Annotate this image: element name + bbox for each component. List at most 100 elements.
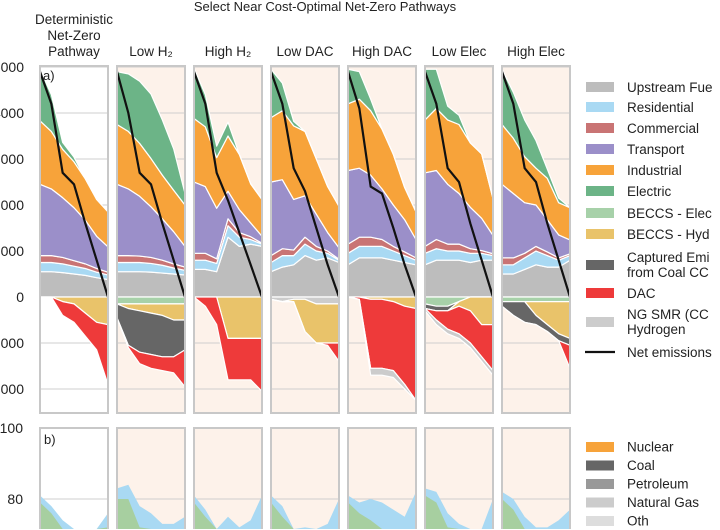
panel-title: Low H₂ bbox=[129, 44, 173, 59]
legend-a: Upstream Fue Residential Commercial Transpo… bbox=[585, 80, 713, 360]
area-upper bbox=[40, 495, 108, 529]
legend-label: Captured Emi bbox=[627, 250, 710, 265]
legend-swatch bbox=[586, 442, 614, 452]
area-electric bbox=[347, 68, 417, 213]
panel-border bbox=[39, 427, 109, 529]
legend-swatch-electric bbox=[586, 186, 614, 196]
y-tick-label: 0 bbox=[16, 289, 24, 305]
legend-swatch bbox=[586, 479, 614, 489]
legend-swatch bbox=[586, 516, 614, 526]
legend-label: Commercial bbox=[627, 121, 699, 136]
panels-b: b) bbox=[39, 427, 571, 529]
panel-title: Low DAC bbox=[276, 44, 333, 59]
legend-swatch-beccs_elec bbox=[586, 208, 614, 218]
legend-swatch-residential bbox=[586, 102, 614, 112]
legend-label: Oth bbox=[627, 514, 649, 529]
legend-label: Petroleum bbox=[627, 477, 689, 492]
area-upstream bbox=[347, 257, 417, 298]
legend-label: Transport bbox=[627, 142, 685, 157]
panel-border bbox=[39, 65, 109, 414]
legend-label: BECCS - Hyd bbox=[627, 227, 710, 242]
y-tick-label: 1000 bbox=[0, 243, 24, 259]
legend-swatch bbox=[586, 497, 614, 508]
legend-swatch-coal_ccs bbox=[586, 260, 614, 270]
panel-title: Net-Zero bbox=[47, 28, 100, 43]
area-beccs_elec bbox=[501, 296, 571, 303]
legend-swatch-industrial bbox=[586, 165, 614, 175]
panel-border bbox=[424, 65, 494, 414]
y-tick-label: 80 bbox=[7, 491, 23, 507]
y-tick-label: 2000 bbox=[0, 197, 24, 213]
panel-title: Pathway bbox=[48, 44, 100, 59]
y-tick-label: 3000 bbox=[0, 151, 24, 167]
legend-label: Hydrogen bbox=[627, 322, 686, 337]
y-tick-label: 5000 bbox=[0, 59, 24, 75]
panel-title: High Elec bbox=[507, 44, 565, 59]
area-beccs_elec bbox=[116, 296, 186, 305]
panel-border bbox=[424, 427, 494, 529]
panel-label: a) bbox=[43, 68, 55, 83]
panel-border bbox=[270, 427, 340, 529]
net-emissions-line bbox=[38, 71, 110, 298]
legend-label: Net emissions bbox=[627, 345, 712, 360]
net-emissions-line bbox=[192, 71, 264, 298]
panel-title: Low Elec bbox=[432, 44, 487, 59]
legend-swatch bbox=[586, 460, 614, 471]
panel-border bbox=[270, 65, 340, 414]
legend-swatch-commercial bbox=[586, 123, 614, 133]
area-lower bbox=[271, 502, 339, 529]
legend-label: Nuclear bbox=[627, 440, 674, 455]
legend-label: BECCS - Elec bbox=[627, 206, 712, 221]
net-emissions-line bbox=[500, 71, 572, 298]
panel-border bbox=[116, 427, 186, 529]
legend-swatch-upstream bbox=[586, 82, 614, 92]
area-lower bbox=[117, 499, 185, 529]
panel-b bbox=[193, 427, 263, 529]
panel-border bbox=[347, 427, 417, 529]
net-emissions-line bbox=[346, 71, 418, 298]
legend-label: Natural Gas bbox=[627, 495, 699, 510]
area-electric bbox=[193, 67, 263, 201]
legend-label: NG SMR (CC bbox=[627, 307, 709, 322]
net-emissions-line bbox=[423, 71, 495, 298]
panel-a: Low H₂ bbox=[115, 44, 187, 414]
panel-b bbox=[424, 427, 494, 529]
panel-border bbox=[501, 65, 571, 414]
panel-title: Deterministic bbox=[35, 12, 113, 27]
area-lower bbox=[425, 495, 493, 529]
panel-b bbox=[270, 427, 340, 529]
y-axis-a: 5000 4000 3000 2000 1000 0 -1000 -2000 bbox=[0, 59, 24, 397]
panel-title: High DAC bbox=[352, 44, 412, 59]
legend-swatch-transport bbox=[586, 144, 614, 154]
area-electric bbox=[501, 68, 571, 209]
legend-b: Nuclear Coal Petroleum Natural Gas Oth bbox=[586, 440, 699, 529]
area-lower bbox=[40, 502, 108, 529]
area-upper bbox=[271, 495, 339, 529]
legend-label: Coal bbox=[627, 458, 655, 473]
legend-swatch-ng_smr bbox=[586, 317, 614, 327]
area-electric bbox=[39, 68, 109, 213]
panel-label: b) bbox=[44, 432, 56, 447]
area-lower bbox=[194, 502, 262, 529]
area-upstream bbox=[116, 271, 186, 298]
panel-a: High H₂ bbox=[192, 44, 264, 414]
panel-b bbox=[501, 427, 571, 529]
panel-border bbox=[347, 65, 417, 414]
y-tick-label: -2000 bbox=[0, 381, 24, 397]
y-tick-label: 100 bbox=[0, 420, 23, 436]
panel-b: b) bbox=[39, 427, 109, 529]
panel-a: High DAC bbox=[346, 44, 418, 414]
panel-a: High Elec bbox=[500, 44, 572, 414]
y-axis-b: 100 80 bbox=[0, 420, 23, 507]
y-tick-label: -1000 bbox=[0, 335, 24, 351]
legend-label: Electric bbox=[627, 184, 672, 199]
area-lower bbox=[502, 499, 570, 529]
legend-swatch-beccs_hyd bbox=[586, 229, 614, 239]
panel-border bbox=[501, 427, 571, 529]
panel-border bbox=[116, 65, 186, 414]
legend-label: from Coal CC bbox=[627, 265, 709, 280]
panel-border bbox=[193, 65, 263, 414]
